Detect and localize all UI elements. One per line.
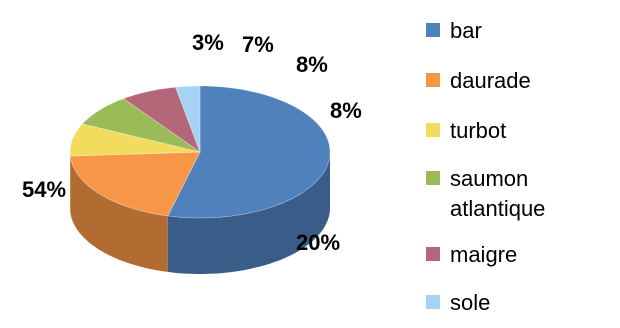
legend-label: sole <box>450 290 491 315</box>
legend-item-maigre: maigre <box>426 240 600 270</box>
legend-label: turbot <box>450 118 507 143</box>
legend-swatch <box>426 295 440 309</box>
data-label-bar: 54% <box>22 177 66 202</box>
pie-slice-daurade <box>69 151 201 217</box>
pie-slice-sole <box>175 85 201 153</box>
pie-side-daurade <box>70 156 168 272</box>
data-label-saumon-atlantique: 8% <box>296 52 328 77</box>
pie-slice-maigre <box>122 86 201 154</box>
legend-swatch <box>426 123 440 137</box>
pie-labels: 54% 20% 8%8% 7% 3% <box>22 30 362 255</box>
pie-slices <box>69 85 331 274</box>
legend-item-bar: bar <box>426 16 600 46</box>
legend-label: bar <box>450 18 482 43</box>
pie-side-bar <box>167 152 330 274</box>
pie-slice-turbot <box>69 123 201 157</box>
legend-swatch <box>426 73 440 87</box>
legend-item-daurade: daurade <box>426 66 600 96</box>
data-label-daurade: 20% <box>296 230 340 255</box>
legend-swatch <box>426 23 440 37</box>
legend-item-sole: sole <box>426 288 600 318</box>
legend-item-turbot: turbot <box>426 116 600 146</box>
pie-slice-bar <box>167 85 331 219</box>
pie-slice-saumon-atlantique <box>81 98 201 153</box>
legend-label: saumon atlantique <box>450 166 546 221</box>
legend-swatch <box>426 171 440 185</box>
legend-swatch <box>426 247 440 261</box>
legend-item-saumon-atlantique: saumon atlantique <box>426 164 600 224</box>
data-label-turbot: 8% <box>330 98 362 123</box>
legend-label: daurade <box>450 68 531 93</box>
data-label-maigre: 7% <box>242 32 274 57</box>
legend-label: maigre <box>450 242 518 267</box>
data-label-sole: 3% <box>192 30 224 55</box>
